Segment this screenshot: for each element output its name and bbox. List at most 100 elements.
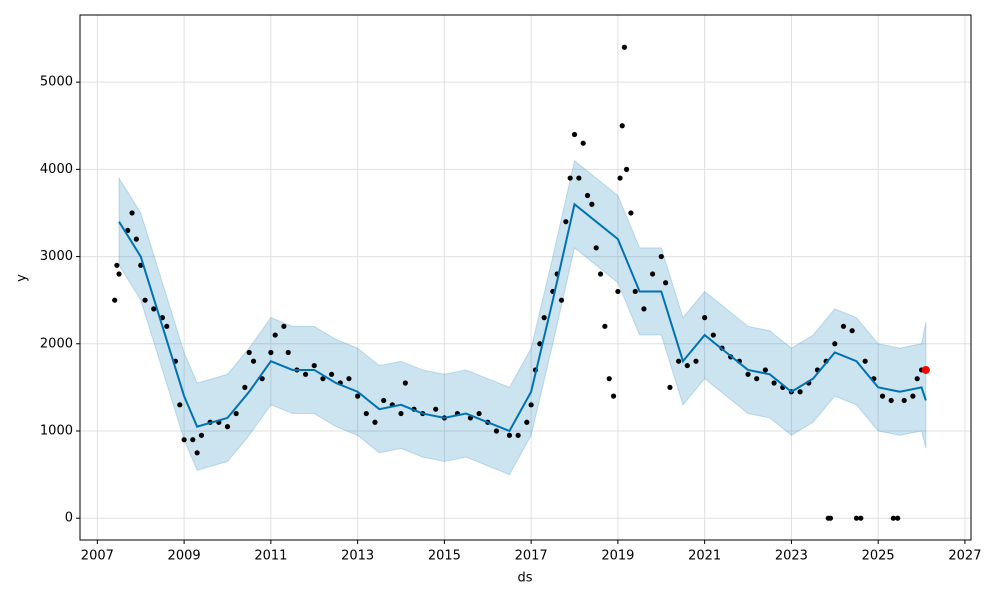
observation xyxy=(524,419,530,425)
last-point xyxy=(921,365,930,374)
observation xyxy=(177,402,183,408)
x-tick-label: 2007 xyxy=(81,549,114,564)
observation xyxy=(346,376,352,382)
observation xyxy=(181,437,187,443)
x-tick-label: 2021 xyxy=(688,549,721,564)
y-tick-label: 4000 xyxy=(40,162,73,177)
observation xyxy=(142,297,148,303)
observation xyxy=(571,131,578,138)
observation xyxy=(702,315,708,321)
plot-frame xyxy=(79,14,972,541)
x-tick-label: 2015 xyxy=(428,549,461,564)
observation xyxy=(372,419,378,425)
observation xyxy=(576,175,582,181)
observation xyxy=(617,175,623,181)
observation xyxy=(224,424,231,430)
observation xyxy=(398,410,404,417)
x-tick-label: 2019 xyxy=(601,549,634,564)
observation xyxy=(311,362,317,369)
observation xyxy=(619,123,625,129)
observation xyxy=(129,210,135,216)
observation xyxy=(116,271,122,277)
observation xyxy=(797,389,803,395)
observation xyxy=(433,406,439,412)
observation xyxy=(858,515,864,521)
observation xyxy=(589,201,595,207)
observation xyxy=(615,288,621,295)
observation xyxy=(164,323,170,329)
observation xyxy=(895,515,901,521)
forecast-line xyxy=(118,202,927,433)
observation xyxy=(281,323,287,329)
observation xyxy=(621,44,628,50)
observation xyxy=(242,384,248,390)
observation xyxy=(567,175,573,181)
x-axis-label: ds xyxy=(517,571,532,586)
observation xyxy=(537,341,543,347)
observation xyxy=(849,328,855,334)
observation xyxy=(402,380,408,386)
observation xyxy=(597,271,604,277)
observation xyxy=(272,332,278,338)
observation xyxy=(268,349,274,356)
observation xyxy=(888,397,894,404)
observation xyxy=(754,376,760,382)
observation xyxy=(198,432,205,438)
observation xyxy=(771,380,777,386)
observation xyxy=(602,323,608,329)
observation xyxy=(623,166,630,172)
observation xyxy=(112,297,118,303)
observation xyxy=(910,393,916,399)
observation xyxy=(328,371,335,377)
observation xyxy=(593,245,599,251)
observation xyxy=(493,428,500,434)
y-axis-label: y xyxy=(15,274,30,282)
observation xyxy=(515,432,521,438)
observation xyxy=(302,371,309,377)
observation xyxy=(151,306,157,312)
observation xyxy=(320,376,326,382)
observation xyxy=(246,349,252,356)
observation xyxy=(649,271,656,277)
x-tick-label: 2009 xyxy=(168,549,201,564)
y-tick-label: 2000 xyxy=(40,336,73,351)
observation xyxy=(853,515,860,521)
x-tick-label: 2027 xyxy=(948,549,981,564)
y-tick-label: 1000 xyxy=(40,423,73,438)
observation xyxy=(840,323,847,329)
observation xyxy=(710,332,716,338)
observation xyxy=(563,219,569,225)
observation xyxy=(190,437,196,443)
observation xyxy=(476,410,482,417)
x-tick-label: 2013 xyxy=(341,549,374,564)
observation xyxy=(745,371,751,377)
observation xyxy=(506,432,513,438)
y-tick-label: 3000 xyxy=(40,249,73,264)
x-tick-label: 2025 xyxy=(862,549,895,564)
observation xyxy=(114,262,120,268)
observation xyxy=(584,192,591,199)
observation xyxy=(610,393,617,399)
observation xyxy=(250,358,257,364)
observation xyxy=(381,397,387,404)
observation xyxy=(363,410,369,417)
observation xyxy=(558,297,565,303)
observation xyxy=(233,410,239,417)
observation xyxy=(194,450,200,456)
observation xyxy=(879,393,886,399)
observation xyxy=(684,362,690,369)
uncertainty-band xyxy=(118,159,927,476)
observation xyxy=(541,315,547,321)
x-tick-label: 2017 xyxy=(515,549,548,564)
observation xyxy=(914,376,920,382)
observation xyxy=(285,349,291,356)
plot-area xyxy=(80,15,971,540)
observation xyxy=(259,376,265,382)
observation xyxy=(528,402,534,408)
observation xyxy=(901,397,907,404)
observation xyxy=(832,341,838,347)
x-tick-label: 2011 xyxy=(254,549,287,564)
observation xyxy=(762,367,768,373)
observation xyxy=(641,306,647,312)
observation xyxy=(663,280,669,286)
